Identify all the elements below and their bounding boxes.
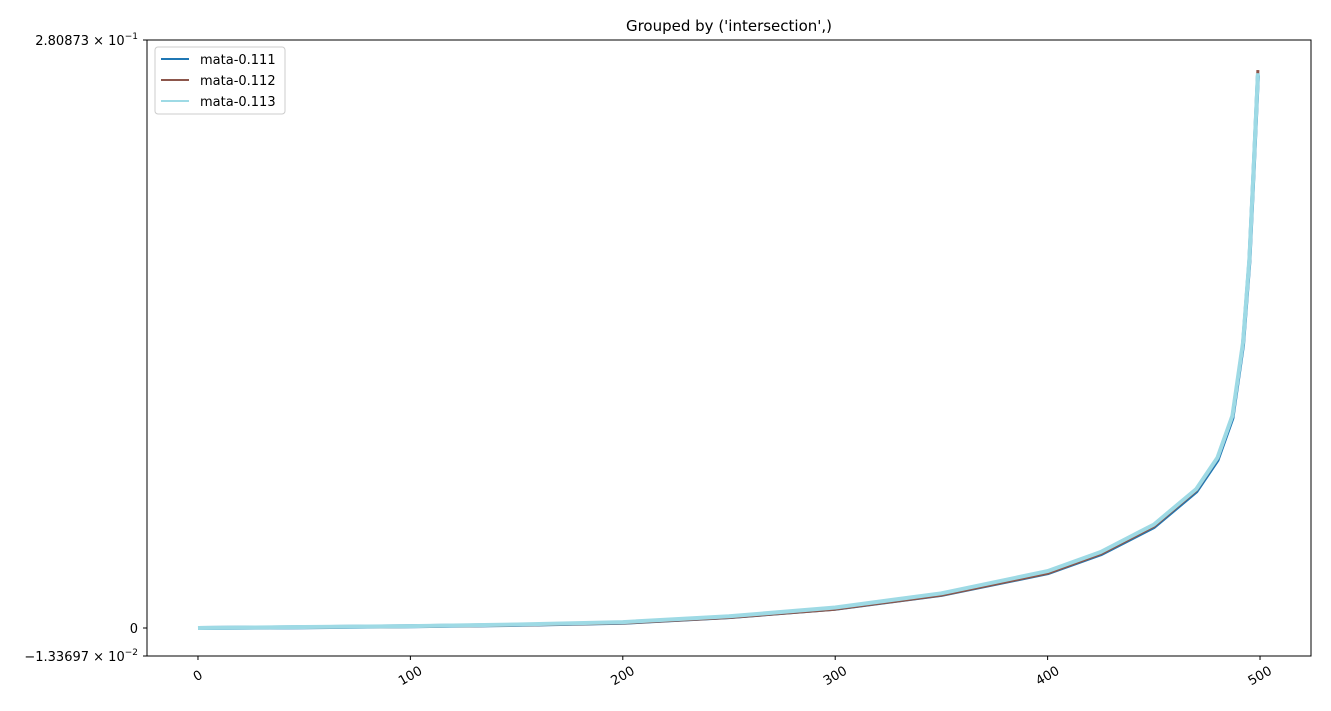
y-tick-label: 2.80873 × 10−1: [35, 32, 138, 49]
legend-box: [154, 46, 286, 115]
series-line-mata-0.113: [197, 73, 1260, 630]
y-tick-label: 0: [130, 622, 138, 637]
series-lines: [197, 70, 1260, 630]
plot-frame: [146, 39, 1312, 657]
y-tick-label: −1.33697 × 10−2: [24, 648, 138, 665]
legend: mata-0.111 mata-0.112 mata-0.113: [154, 46, 286, 115]
chart-title: Grouped by ('intersection',): [626, 17, 832, 35]
y-axis-ticks: 2.80873 × 10−1 0 −1.33697 × 10−2: [24, 32, 147, 665]
legend-label: mata-0.113: [200, 95, 276, 110]
legend-label: mata-0.112: [200, 74, 276, 89]
legend-label: mata-0.111: [200, 53, 276, 68]
